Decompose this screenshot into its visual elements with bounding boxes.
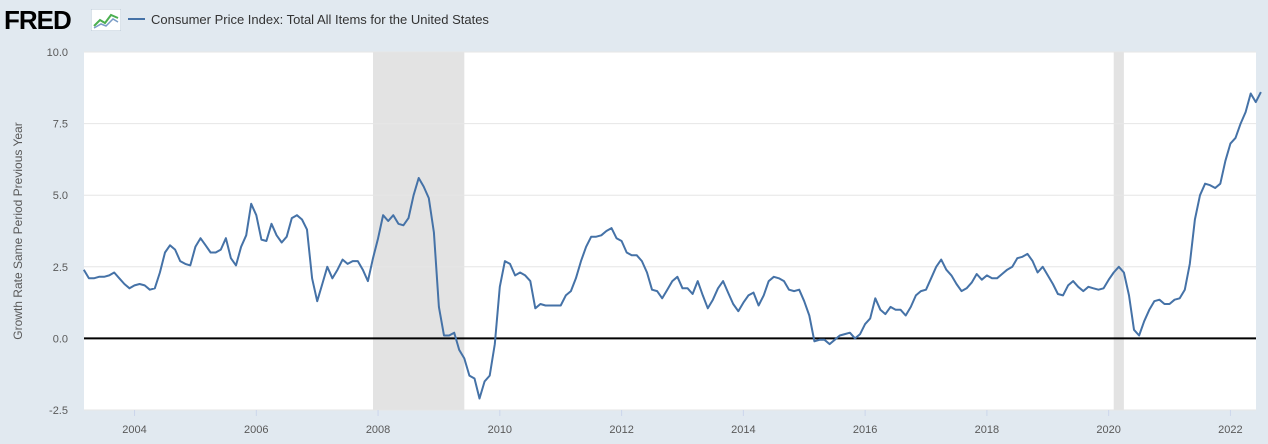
recession-band-1	[373, 52, 465, 410]
chart-header: FRED Consumer Price Index: Total All Ite…	[0, 0, 1268, 40]
x-tick-label: 2018	[975, 424, 999, 436]
x-tick-label: 2016	[853, 424, 877, 436]
recession-bands	[373, 52, 1124, 410]
x-tick-label: 2004	[122, 424, 146, 436]
y-tick-label: 10.0	[47, 47, 68, 59]
x-tick-label: 2020	[1096, 424, 1120, 436]
fred-logo-text: FRED	[4, 5, 72, 35]
fred-logo[interactable]: FRED	[4, 4, 122, 36]
x-tick-label: 2022	[1218, 424, 1242, 436]
recession-band-2	[1113, 52, 1124, 410]
y-tick-label: -2.5	[49, 405, 68, 417]
x-tick-label: 2012	[609, 424, 633, 436]
x-tick-label: 2008	[366, 424, 390, 436]
y-tick-label: 7.5	[53, 119, 68, 131]
legend-label: Consumer Price Index: Total All Items fo…	[151, 11, 489, 27]
x-tick-label: 2006	[244, 424, 268, 436]
legend[interactable]: Consumer Price Index: Total All Items fo…	[128, 10, 489, 28]
y-axis-ticks: -2.5 0.0 2.5 5.0 7.5 10.0	[47, 47, 68, 417]
x-tick-label: 2010	[488, 424, 512, 436]
legend-swatch	[128, 18, 145, 20]
y-tick-label: 2.5	[53, 262, 68, 274]
y-tick-label: 0.0	[53, 333, 68, 345]
y-axis-title: Growth Rate Same Period Previous Year	[11, 122, 25, 339]
x-axis-ticks: 2004 2006 2008 2010 2012 2014 2016 2018 2020 2022	[122, 410, 1243, 436]
x-tick-label: 2014	[731, 424, 755, 436]
fred-chart-icon	[91, 9, 121, 31]
y-tick-label: 5.0	[53, 190, 68, 202]
series-line-cpi[interactable]	[82, 91, 1262, 400]
plot-area	[84, 52, 1256, 410]
gridlines	[84, 51, 1256, 411]
